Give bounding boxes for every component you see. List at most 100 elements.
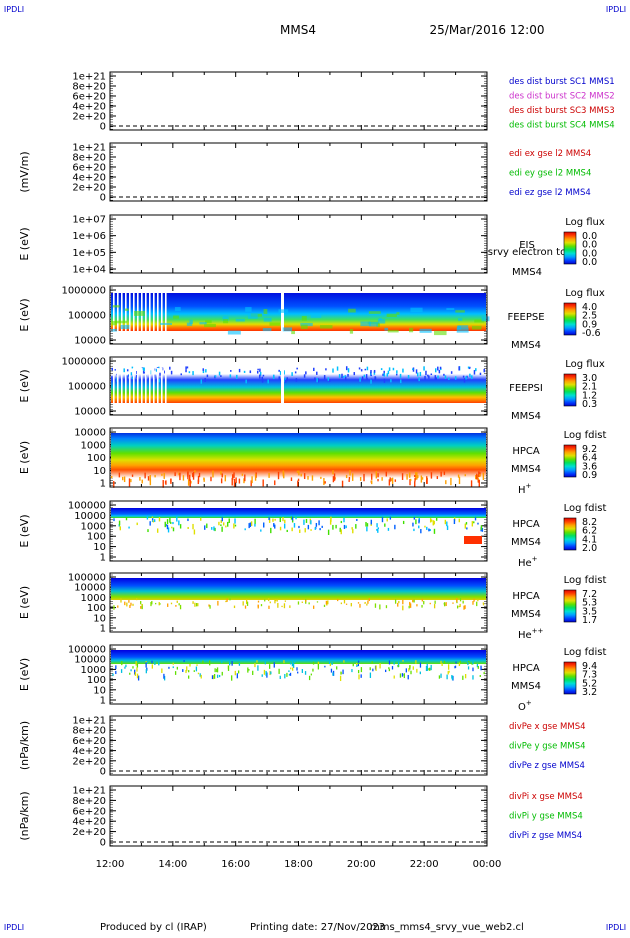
texture bbox=[250, 521, 253, 526]
texture bbox=[310, 520, 312, 525]
texture bbox=[171, 526, 173, 529]
texture bbox=[446, 308, 455, 311]
data-gap bbox=[153, 293, 155, 331]
texture bbox=[209, 605, 211, 609]
texture bbox=[311, 475, 314, 481]
texture bbox=[425, 666, 428, 672]
texture bbox=[142, 367, 145, 371]
texture bbox=[329, 519, 332, 525]
texture bbox=[430, 472, 433, 479]
data-gap bbox=[149, 368, 151, 403]
texture bbox=[227, 330, 241, 335]
data-gap bbox=[121, 368, 123, 403]
texture bbox=[347, 368, 350, 373]
texture bbox=[405, 668, 407, 673]
texture bbox=[152, 520, 155, 523]
texture bbox=[268, 517, 270, 521]
texture bbox=[416, 372, 419, 377]
texture bbox=[333, 473, 336, 481]
texture bbox=[383, 378, 386, 383]
texture bbox=[364, 368, 367, 371]
y-axis-label: E (eV) bbox=[18, 514, 31, 547]
texture bbox=[278, 376, 281, 380]
texture bbox=[415, 472, 417, 480]
texture bbox=[129, 672, 131, 675]
texture bbox=[166, 524, 169, 530]
texture bbox=[312, 668, 314, 672]
texture bbox=[278, 369, 280, 372]
colorbar bbox=[563, 231, 577, 265]
texture bbox=[220, 470, 222, 475]
texture bbox=[194, 602, 196, 607]
texture bbox=[392, 367, 395, 371]
texture bbox=[129, 604, 131, 608]
texture bbox=[345, 474, 348, 479]
y-tick-label: 100 bbox=[87, 675, 106, 686]
texture bbox=[471, 521, 474, 527]
texture bbox=[458, 318, 463, 321]
texture bbox=[349, 328, 354, 334]
texture bbox=[130, 669, 132, 672]
texture bbox=[420, 529, 422, 534]
texture bbox=[453, 519, 456, 525]
texture bbox=[452, 602, 454, 604]
legend-entry: des dist burst SC4 MMS4 bbox=[509, 121, 615, 131]
texture bbox=[471, 663, 473, 665]
texture bbox=[111, 321, 117, 326]
texture bbox=[332, 470, 334, 475]
texture bbox=[324, 665, 326, 668]
texture bbox=[359, 377, 361, 382]
texture bbox=[467, 666, 470, 670]
texture bbox=[428, 528, 430, 532]
texture bbox=[476, 473, 478, 480]
y-tick-label: 6e+20 bbox=[72, 806, 106, 817]
texture bbox=[340, 520, 343, 524]
texture bbox=[418, 377, 420, 382]
texture bbox=[323, 604, 326, 607]
colorbar-tick-label: 0.0 bbox=[582, 231, 597, 242]
texture bbox=[456, 605, 459, 609]
texture bbox=[458, 605, 460, 608]
y-tick-label: 1e+06 bbox=[72, 231, 106, 242]
texture bbox=[179, 604, 182, 610]
texture bbox=[246, 601, 249, 606]
texture bbox=[428, 668, 430, 671]
texture bbox=[197, 672, 200, 675]
texture bbox=[187, 526, 189, 529]
y-tick-label: 1e+21 bbox=[72, 143, 106, 154]
texture bbox=[438, 675, 441, 679]
spacecraft-label: MMS4 bbox=[511, 340, 541, 351]
texture bbox=[477, 522, 479, 525]
texture bbox=[304, 528, 306, 533]
texture bbox=[389, 516, 392, 520]
texture bbox=[115, 670, 117, 675]
spacecraft-label: MMS4 bbox=[511, 411, 541, 422]
colorbar-title: Log fdist bbox=[564, 503, 607, 514]
texture bbox=[416, 604, 418, 607]
species-name: O bbox=[518, 702, 526, 713]
texture bbox=[189, 319, 193, 324]
texture bbox=[136, 522, 138, 526]
texture bbox=[389, 477, 391, 482]
texture bbox=[298, 470, 300, 476]
texture bbox=[426, 526, 428, 530]
texture bbox=[128, 600, 130, 603]
data-gap bbox=[281, 366, 284, 407]
texture bbox=[234, 518, 236, 524]
texture bbox=[274, 518, 276, 521]
texture bbox=[391, 477, 394, 484]
legend-entry: des dist burst SC1 MMS1 bbox=[509, 77, 615, 87]
texture bbox=[330, 668, 333, 673]
y-tick-label: 10000 bbox=[74, 336, 106, 347]
texture bbox=[430, 519, 433, 522]
texture bbox=[482, 472, 485, 481]
texture bbox=[317, 664, 320, 670]
texture bbox=[472, 675, 474, 680]
texture bbox=[234, 670, 236, 676]
texture bbox=[423, 600, 425, 605]
panel-frame bbox=[109, 715, 488, 776]
texture bbox=[394, 599, 397, 604]
texture bbox=[332, 476, 335, 483]
